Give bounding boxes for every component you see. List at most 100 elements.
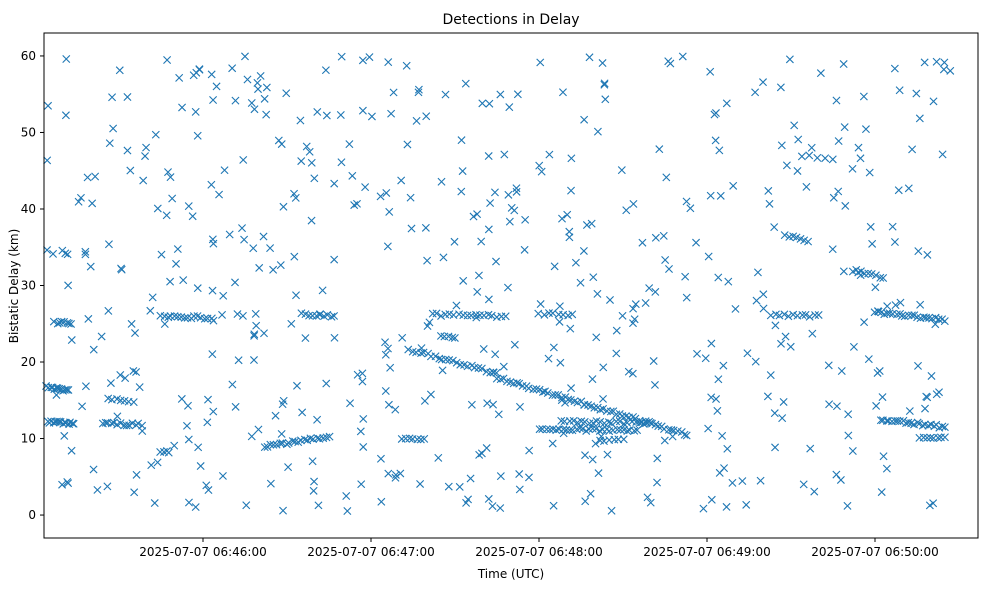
data-point [84, 314, 93, 323]
data-point [505, 217, 514, 226]
data-point [580, 400, 589, 409]
data-point [771, 443, 780, 452]
data-point [779, 397, 788, 406]
data-point [251, 309, 260, 318]
data-point [269, 265, 278, 274]
data-point [467, 400, 476, 409]
data-point [865, 168, 874, 177]
data-point [904, 418, 913, 427]
data-point [109, 124, 118, 133]
data-point [43, 246, 52, 255]
data-point [496, 375, 505, 384]
data-point [438, 366, 447, 375]
data-point [871, 283, 880, 292]
data-point [291, 193, 300, 202]
data-point [919, 433, 928, 442]
data-point [413, 435, 422, 444]
data-point [420, 434, 429, 443]
data-point [365, 53, 374, 62]
data-point [175, 73, 184, 82]
data-point [834, 137, 843, 146]
data-point [322, 379, 331, 388]
data-point [585, 53, 594, 62]
data-point [250, 330, 259, 339]
data-point [781, 332, 790, 341]
data-point [764, 186, 773, 195]
data-point [706, 67, 715, 76]
data-point [579, 246, 588, 255]
data-point [536, 300, 545, 309]
data-point [505, 103, 514, 112]
data-point [259, 232, 268, 241]
data-point [742, 500, 751, 509]
data-point [345, 140, 354, 149]
data-point [628, 369, 637, 378]
data-point [254, 425, 263, 434]
data-point [496, 472, 505, 481]
data-point [915, 114, 924, 123]
data-point [271, 411, 280, 420]
data-point [129, 398, 138, 407]
data-point [488, 502, 497, 511]
data-point [482, 444, 491, 453]
data-point [612, 349, 621, 358]
data-point [713, 406, 722, 415]
y-tick-label: 40 [21, 202, 36, 216]
data-point [861, 125, 870, 134]
data-point [343, 507, 352, 515]
data-point [305, 147, 314, 156]
data-point [401, 434, 410, 443]
data-point [346, 399, 355, 408]
data-point [182, 421, 191, 430]
data-point [435, 354, 444, 363]
data-point [927, 371, 936, 380]
data-point [307, 216, 316, 225]
data-point [552, 426, 561, 435]
data-point [593, 127, 602, 136]
y-tick-label: 20 [21, 355, 36, 369]
data-point [907, 311, 916, 320]
data-point [122, 421, 131, 430]
data-point [575, 424, 584, 433]
data-point [545, 425, 554, 434]
data-point [327, 312, 336, 321]
data-point [179, 276, 188, 285]
data-point [218, 310, 227, 319]
data-point [931, 320, 940, 329]
data-point [678, 52, 687, 61]
data-point [885, 309, 894, 318]
data-point [843, 501, 852, 510]
data-point [665, 265, 673, 273]
data-point [209, 95, 218, 104]
data-point [108, 93, 117, 102]
data-point [86, 262, 95, 271]
data-point [231, 278, 240, 287]
data-point [113, 412, 122, 421]
data-point [434, 453, 443, 462]
data-point [260, 94, 269, 103]
data-point [168, 194, 177, 203]
data-point [209, 239, 218, 248]
data-point [704, 424, 713, 433]
data-point [805, 151, 814, 160]
data-point [477, 364, 486, 373]
data-point [856, 154, 865, 163]
data-point [391, 405, 400, 414]
data-point [458, 167, 467, 176]
data-point [661, 255, 670, 264]
data-point [43, 156, 52, 165]
data-point [322, 111, 331, 120]
data-point [692, 238, 701, 247]
data-point [238, 224, 247, 233]
data-point [828, 155, 837, 164]
data-point [104, 240, 113, 249]
data-point [242, 501, 251, 510]
data-point [829, 193, 838, 202]
data-point [314, 501, 323, 510]
data-point [166, 173, 175, 182]
data-point [63, 250, 72, 259]
data-point [599, 394, 608, 403]
data-point [914, 247, 923, 256]
data-point [926, 433, 935, 442]
data-point [479, 345, 488, 353]
